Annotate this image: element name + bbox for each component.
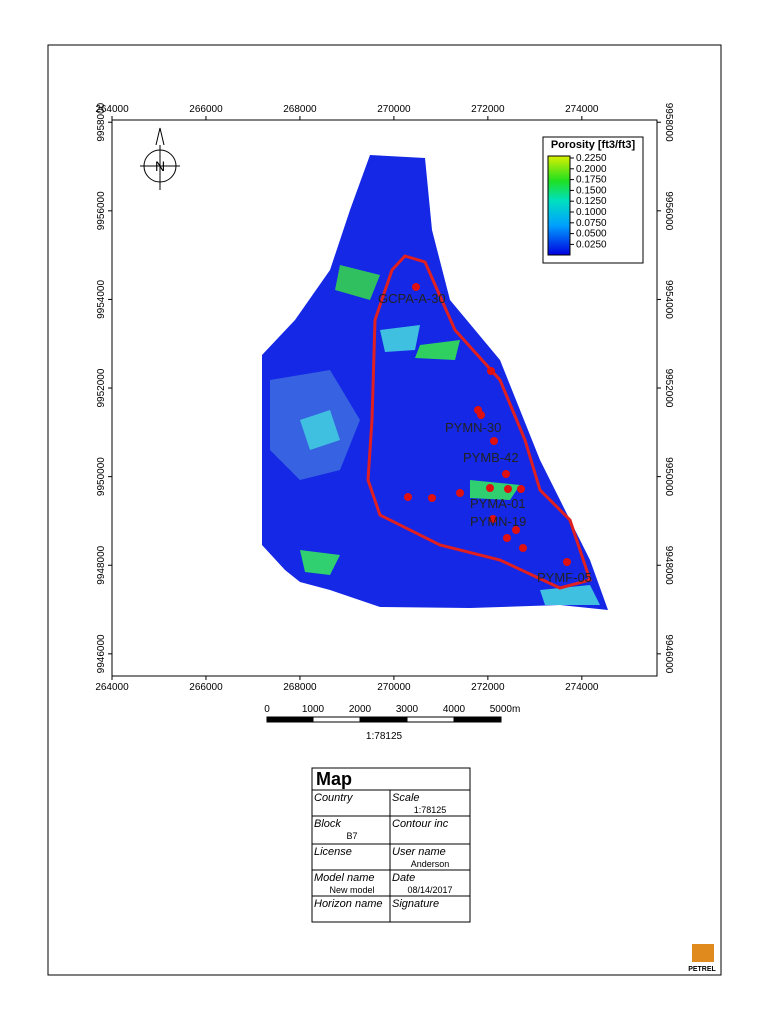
y-tick-label: 9956000 [96, 191, 107, 230]
well-label: PYMN-30 [445, 420, 501, 435]
scale-label: 0 [264, 704, 270, 715]
well [486, 484, 494, 492]
cell-label: User name [392, 846, 446, 858]
well [456, 489, 464, 497]
well [502, 470, 510, 478]
scale-segment [312, 716, 361, 723]
legend-ramp [547, 155, 571, 256]
cell-label: Contour inc [392, 818, 449, 830]
legend-label: 0.0250 [576, 239, 607, 250]
x-tick-label: 272000 [471, 104, 505, 115]
cell-label: Model name [314, 872, 375, 884]
legend-title: Porosity [ft3/ft3] [551, 139, 636, 151]
y-tick-label: 9954000 [96, 280, 107, 319]
well [404, 493, 412, 501]
y-tick-label: 9950000 [663, 457, 674, 496]
cell-label: Signature [392, 898, 439, 910]
y-tick-label: 9954000 [663, 280, 674, 319]
legend-label: 0.2000 [576, 164, 607, 175]
legend-label: 0.1250 [576, 196, 607, 207]
legend-label: 0.1000 [576, 207, 607, 218]
legend-label: 0.0750 [576, 218, 607, 229]
x-tick-label: 272000 [471, 682, 505, 693]
well [412, 283, 420, 291]
y-tick-label: 9948000 [96, 545, 107, 584]
x-tick-label: 270000 [377, 682, 411, 693]
y-tick-label: 9946000 [663, 634, 674, 673]
y-tick-label: 9956000 [663, 191, 674, 230]
y-tick-label: 9948000 [663, 546, 674, 585]
cell-label: License [314, 846, 352, 858]
scale-label: 5000m [490, 704, 521, 715]
well [428, 494, 436, 502]
legend-label: 0.1500 [576, 185, 607, 196]
y-tick-label: 9958000 [663, 103, 674, 142]
scale-segment [266, 716, 314, 723]
scale-ratio: 1:78125 [366, 731, 403, 742]
cell-label: Block [314, 818, 341, 830]
legend-label: 0.2250 [576, 153, 607, 164]
well [487, 367, 495, 375]
x-tick-label: 270000 [377, 104, 411, 115]
well [477, 411, 485, 419]
scale-label: 2000 [349, 704, 372, 715]
logo-text: PETREL [688, 966, 716, 973]
legend-label: 0.0500 [576, 229, 607, 240]
scale-segment [453, 716, 502, 723]
scale-label: 1000 [302, 704, 325, 715]
y-tick-label: 9946000 [96, 634, 107, 673]
well-label: PYMN-19 [470, 514, 526, 529]
cell-value: New model [329, 885, 374, 895]
x-tick-label: 264000 [95, 682, 129, 693]
cell-label: Scale [392, 792, 420, 804]
well [489, 515, 497, 523]
table-title: Map [316, 769, 352, 789]
x-tick-label: 268000 [283, 682, 317, 693]
x-tick-label: 268000 [283, 104, 317, 115]
porosity-raster [262, 155, 608, 610]
x-tick-label: 266000 [189, 104, 223, 115]
well-label: PYMB-42 [463, 450, 519, 465]
well-label: PYMF-05 [537, 570, 592, 585]
legend-label: 0.1750 [576, 175, 607, 186]
contour-boundary [366, 254, 592, 590]
well-label: GCPA-A-30 [378, 291, 446, 306]
cell-label: Date [392, 872, 415, 884]
x-tick-label: 264000 [95, 104, 129, 115]
well [512, 526, 520, 534]
well [519, 544, 527, 552]
well [563, 558, 571, 566]
y-tick-label: 9952000 [663, 369, 674, 408]
north-arrow: N [140, 127, 180, 190]
scale-segment [359, 716, 408, 723]
well [517, 485, 525, 493]
scale-label: 3000 [396, 704, 419, 715]
cell-label: Country [314, 792, 354, 804]
y-tick-label: 9950000 [96, 457, 107, 496]
well [503, 534, 511, 542]
well-label: PYMA-01 [470, 496, 526, 511]
y-tick-label: 9952000 [96, 368, 107, 407]
y-tick-label: 9958000 [96, 102, 107, 141]
page-frame [47, 44, 722, 976]
cell-value: B7 [346, 831, 357, 841]
svg-text:N: N [155, 158, 165, 174]
petrel-logo: PETREL [688, 944, 717, 973]
cell-value: Anderson [411, 859, 450, 869]
x-tick-label: 274000 [565, 104, 599, 115]
cell-value: 08/14/2017 [407, 885, 452, 895]
scale-segment [406, 716, 455, 723]
cell-value: 1:78125 [414, 805, 447, 815]
x-tick-label: 266000 [189, 682, 223, 693]
scale-label: 4000 [443, 704, 466, 715]
well [504, 485, 512, 493]
x-tick-label: 274000 [565, 682, 599, 693]
cell-label: Horizon name [314, 898, 382, 910]
well [490, 437, 498, 445]
map-frame [111, 119, 658, 677]
